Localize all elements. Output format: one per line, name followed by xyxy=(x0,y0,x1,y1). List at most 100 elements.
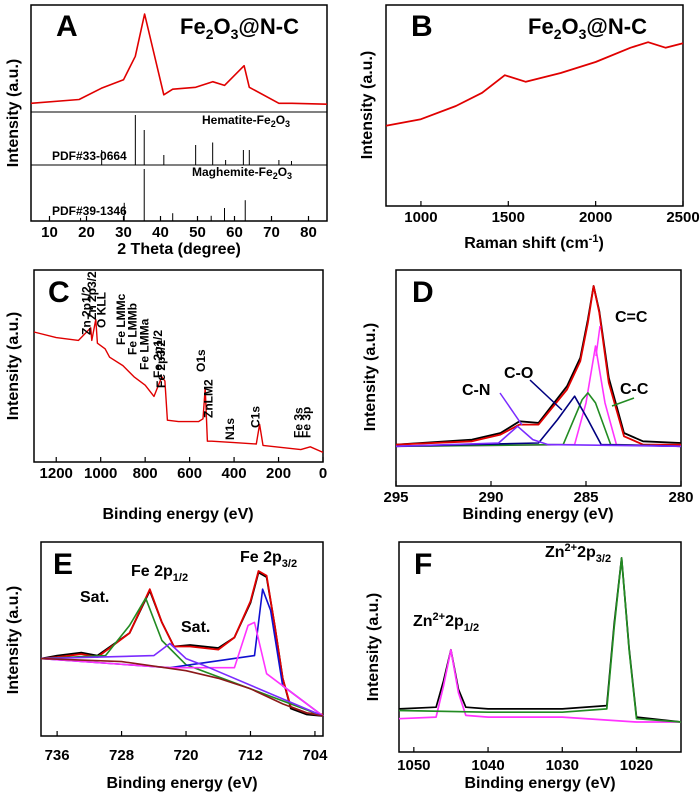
panel-f-ylabel: Intensity (a.u.) xyxy=(365,593,382,701)
panel-f: F Zn2+2p1/2 Zn2+2p3/2 1050 1040 1030 1020 B… xyxy=(365,541,682,792)
panel-d-arrow-cn xyxy=(499,392,523,426)
panel-c-x-tick-label-3: 600 xyxy=(177,465,202,482)
panel-c-peak-label-2: O KLL xyxy=(95,292,109,328)
panel-c-peak-label-9: ZnLM2 xyxy=(201,379,215,418)
panel-c-peak-label-6: Fe 2p1/2 xyxy=(151,330,165,378)
panel-d-arrow-cc-single xyxy=(611,397,635,407)
panel-e-x-tick-label-4: 704 xyxy=(302,747,328,764)
panel-d-series-fit-envelope xyxy=(395,285,681,446)
panel-f-x-tick-label-3: 1020 xyxy=(620,757,653,774)
panel-e-label-sat-1: Sat. xyxy=(80,589,109,606)
panel-c-peak-label-12: Fe 3s xyxy=(291,407,305,438)
panel-f-series-lines xyxy=(398,557,682,723)
panel-f-label-zn2p12: Zn2+2p1/2 xyxy=(413,611,479,634)
panel-e-frame xyxy=(40,541,324,737)
panel-c-peak-label-13: Fe 3p xyxy=(300,407,314,438)
panel-a-x-tick-label-6: 70 xyxy=(263,224,280,241)
panel-c-peak-label-5: Fe LMMa xyxy=(138,318,152,370)
panel-a-xrd-line xyxy=(30,13,328,105)
panel-d-series-c-n xyxy=(395,425,682,448)
panel-a-x-tick-label-1: 20 xyxy=(78,224,95,241)
panel-d-arrow-co xyxy=(529,379,563,411)
panel-b-x-tick-label-1: 1500 xyxy=(492,209,525,226)
panel-e-series-component-purple xyxy=(40,642,324,717)
panel-e: E Sat. Fe 2p1/2 Sat. Fe 2p3/2 736 728 720 7… xyxy=(5,541,328,792)
panel-a-hematite-sticks xyxy=(101,115,292,165)
panel-a-title: Fe2O3@N-C xyxy=(180,14,299,42)
panel-c-x-ticks: 1200 1000 800 600 400 200 0 xyxy=(40,457,327,482)
panel-c-x-tick-label-6: 0 xyxy=(319,465,327,482)
panel-e-label-sat-2: Sat. xyxy=(181,619,210,636)
panel-b-x-tick-label-0: 1000 xyxy=(404,209,437,226)
panel-e-ylabel: Intensity (a.u.) xyxy=(5,586,22,694)
panel-c-xlabel: Binding energy (eV) xyxy=(102,506,253,523)
panel-a-x-tick-label-0: 10 xyxy=(41,224,58,241)
panel-c-x-tick-label-5: 200 xyxy=(266,465,291,482)
panel-e-x-ticks: 736 728 720 712 704 xyxy=(45,731,328,764)
panel-a-ref1-label: Hematite-Fe2O3 xyxy=(202,113,290,129)
panel-b-x-tick-label-2: 2000 xyxy=(579,209,612,226)
panel-d-ylabel: Intensity (a.u.) xyxy=(362,323,379,431)
panel-c-letter: C xyxy=(48,276,70,309)
panel-c-series-line xyxy=(33,318,324,454)
panel-e-x-tick-label-2: 720 xyxy=(174,747,199,764)
panel-a-x-ticks: 10 20 30 40 50 60 70 80 xyxy=(41,216,317,241)
panel-b-letter: B xyxy=(411,10,433,43)
panel-a-ref2-pdf: PDF#39-1346 xyxy=(52,204,127,218)
panel-c-peak-label-10: N1s xyxy=(223,418,237,440)
panel-e-x-tick-label-1: 728 xyxy=(109,747,134,764)
panel-f-frame xyxy=(398,541,682,753)
panel-e-label-fe2p12: Fe 2p1/2 xyxy=(131,563,188,584)
panel-d-label-cc-single: C-C xyxy=(620,381,649,398)
panel-f-letter: F xyxy=(414,548,432,581)
panel-f-x-tick-label-2: 1030 xyxy=(546,757,579,774)
panel-f-xlabel: Binding energy (eV) xyxy=(464,775,615,792)
panel-b-x-tick-label-3: 2500 xyxy=(666,209,699,226)
panel-d-xlabel: Binding energy (eV) xyxy=(462,506,613,523)
panel-b: B Fe2O3@N-C 1000 1500 2000 2500 Raman shift… xyxy=(359,4,700,252)
panel-a-xlabel: 2 Theta (degree) xyxy=(117,241,241,258)
panel-d-label-cc-double: C=C xyxy=(615,309,648,326)
panel-d-series-lines xyxy=(395,285,682,448)
panel-b-ylabel: Intensity (a.u.) xyxy=(359,51,376,159)
panel-d-arrow-cc-double xyxy=(595,325,601,357)
panel-d: D C=C C-O C-N C-C 295 290 285 280 Binding e… xyxy=(362,269,694,523)
panel-d-x-tick-label-3: 280 xyxy=(668,489,693,506)
panel-c-peak-label-1: Zn 2p3/2 xyxy=(85,271,99,320)
panel-f-x-tick-label-0: 1050 xyxy=(397,757,430,774)
panel-c-peak-label-4: Fe LMMb xyxy=(125,303,139,355)
panel-d-label-cn: C-N xyxy=(462,382,490,399)
panel-d-frame xyxy=(395,269,682,487)
panel-b-frame xyxy=(385,4,684,207)
panel-e-xlabel: Binding energy (eV) xyxy=(106,775,257,792)
panel-f-series-zn2-2p3-2-fit xyxy=(398,557,682,723)
panel-c-ylabel: Intensity (a.u.) xyxy=(5,312,22,420)
panel-a-frame xyxy=(30,4,328,222)
panel-a-maghemite-sticks xyxy=(80,169,246,221)
panel-a-x-tick-label-4: 50 xyxy=(189,224,206,241)
panel-c-peak-label-11: C1s xyxy=(249,406,263,428)
panel-d-x-ticks: 295 290 285 280 xyxy=(383,481,694,506)
panel-b-xlabel: Raman shift (cm-1) xyxy=(464,233,604,252)
panel-a-series-line xyxy=(30,13,328,105)
panel-e-series-background xyxy=(40,657,324,717)
panel-c-peak-label-7: Fe 2p3/2 xyxy=(154,340,168,388)
panel-c-frame xyxy=(33,269,324,463)
panel-c-x-tick-label-1: 1000 xyxy=(84,465,117,482)
panel-c-x-tick-label-4: 400 xyxy=(222,465,247,482)
panel-a-letter: A xyxy=(56,10,78,43)
panel-c-survey-line xyxy=(33,318,324,454)
panel-c-x-tick-label-0: 1200 xyxy=(40,465,73,482)
panel-e-label-fe2p32: Fe 2p3/2 xyxy=(240,549,297,570)
panel-e-letter: E xyxy=(53,548,73,581)
panel-c-x-tick-label-2: 800 xyxy=(133,465,158,482)
panel-a-ref1-pdf: PDF#33-0664 xyxy=(52,149,127,163)
panel-c-peak-label-0: Zn 2p1/2 xyxy=(80,286,94,335)
panel-a-ylabel: Intensity (a.u.) xyxy=(5,59,22,167)
panel-d-letter: D xyxy=(412,276,434,309)
panel-d-x-tick-label-2: 285 xyxy=(573,489,598,506)
panel-a-x-tick-label-7: 80 xyxy=(300,224,317,241)
panel-f-x-ticks: 1050 1040 1030 1020 xyxy=(397,747,653,774)
